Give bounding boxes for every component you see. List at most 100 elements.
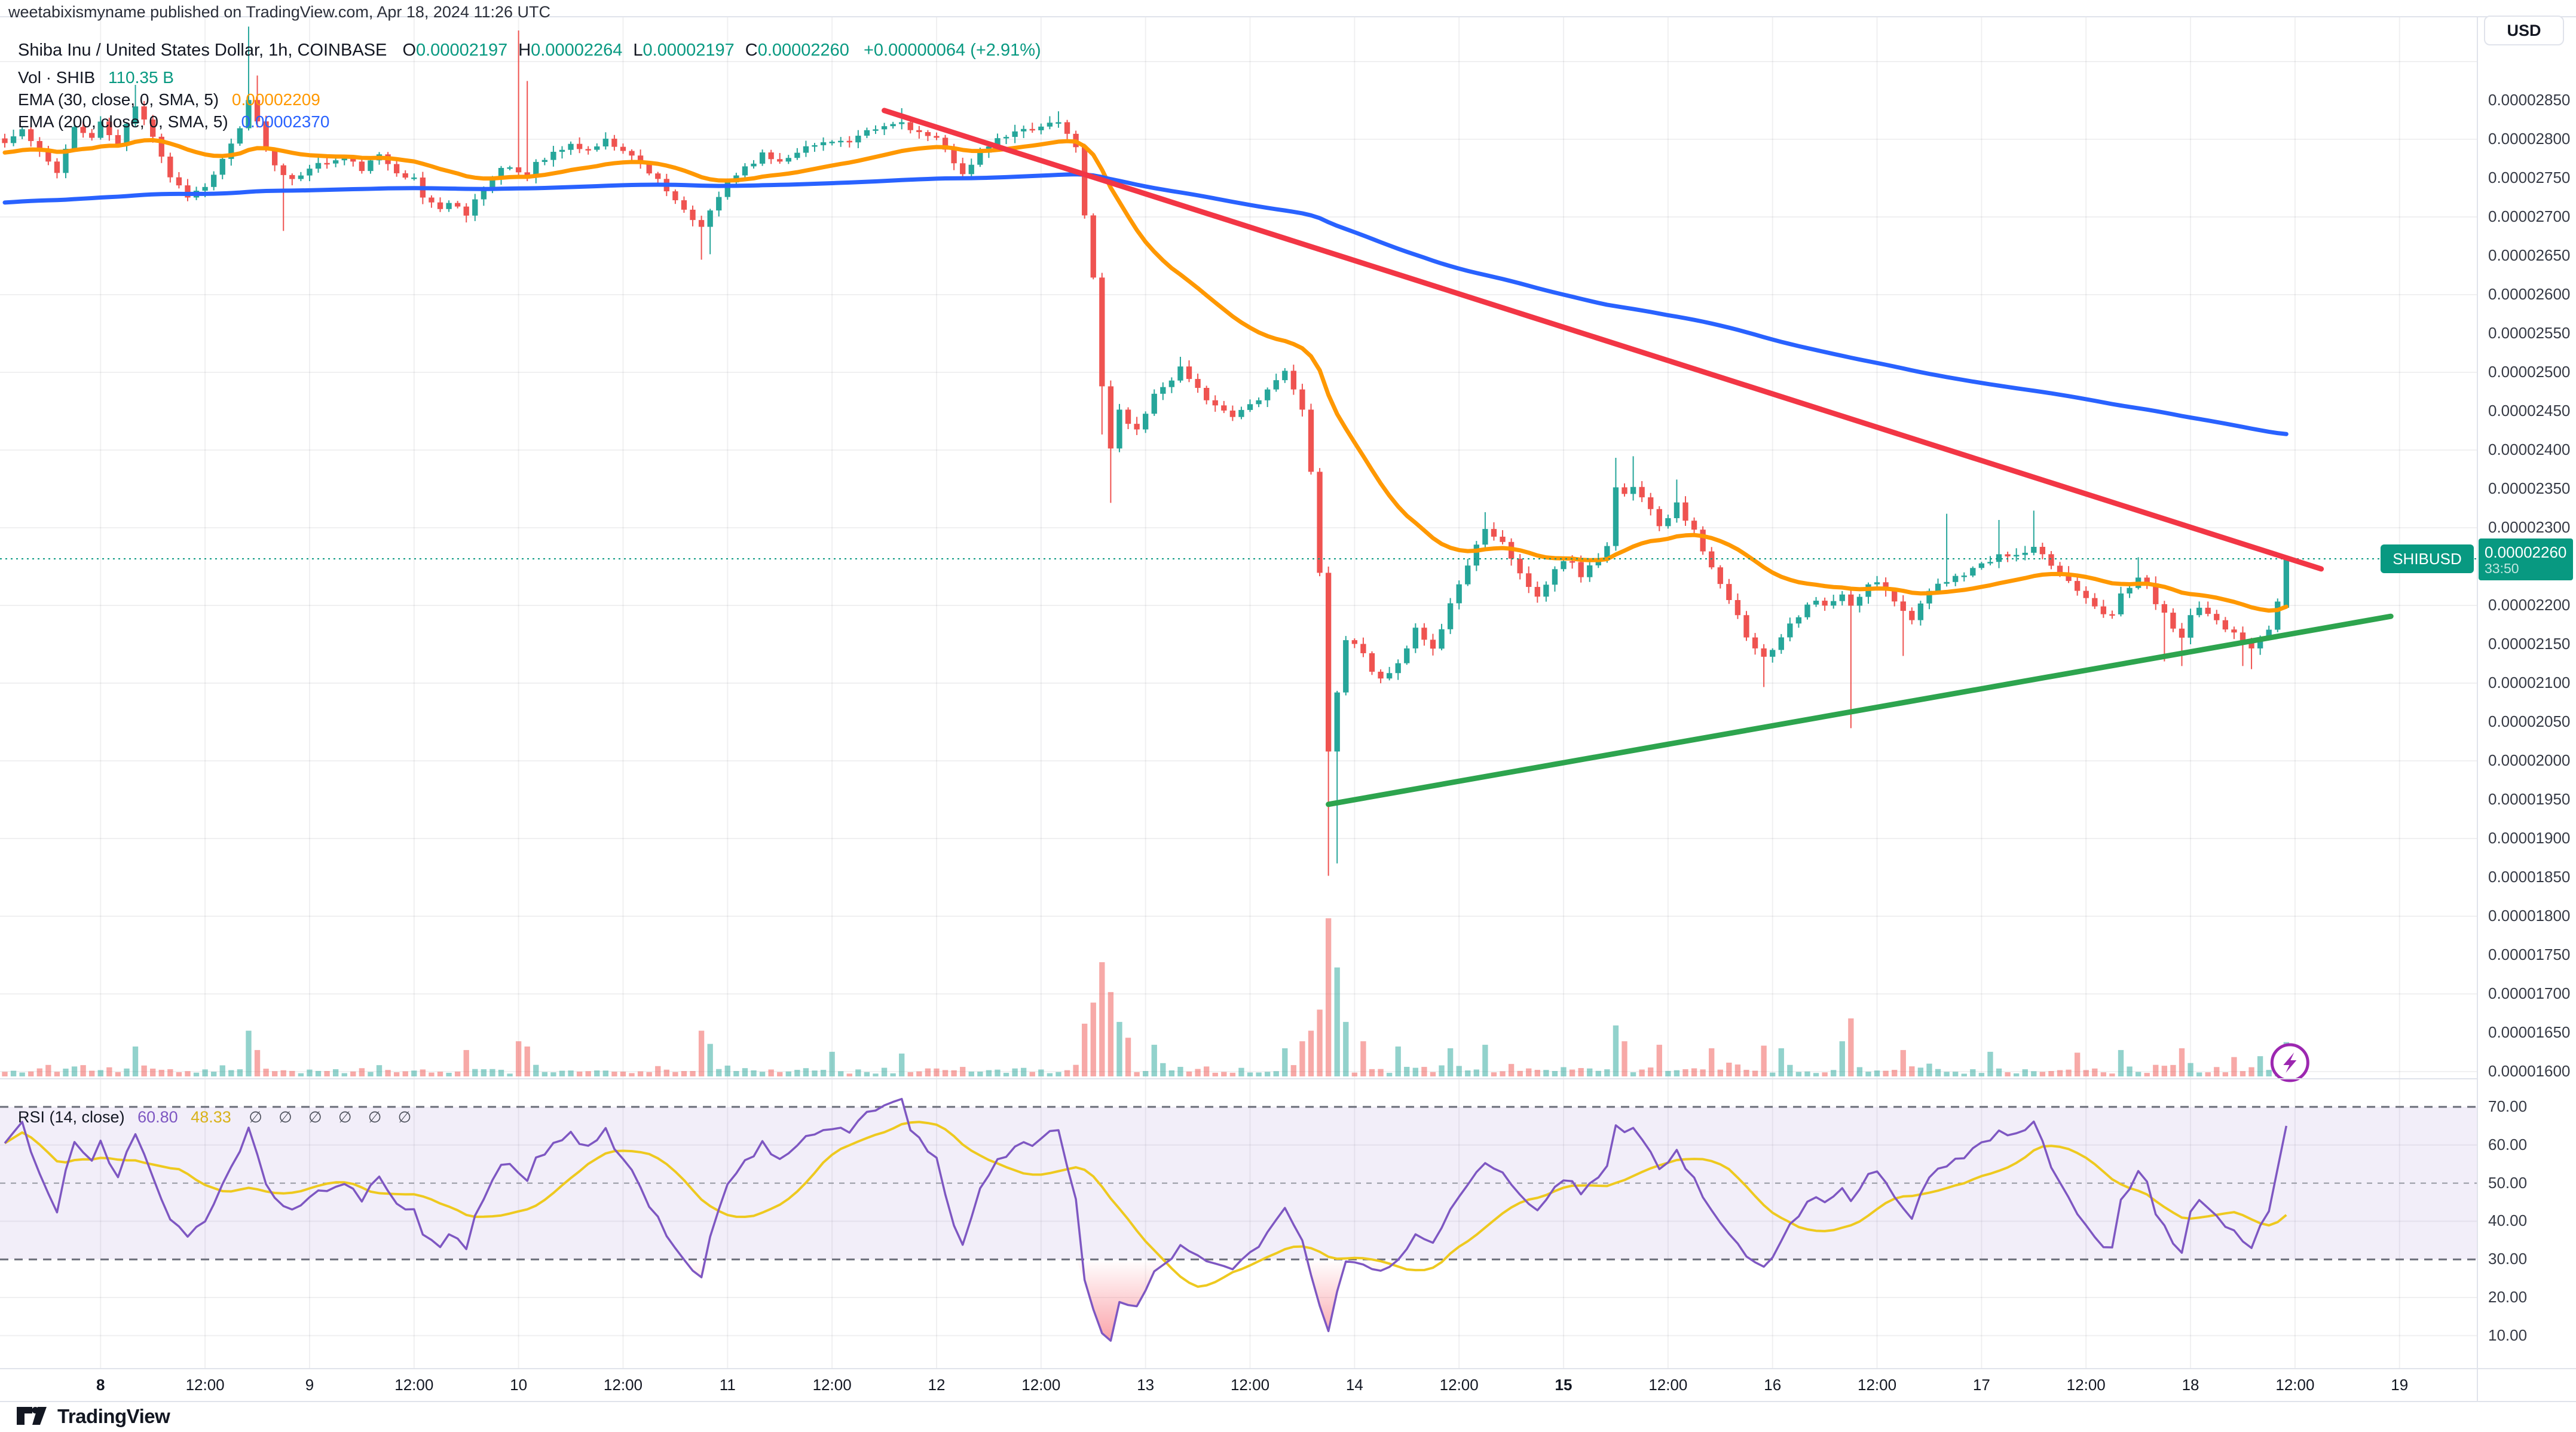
rsi-label: RSI (14, close) <box>18 1108 125 1126</box>
price-tick-label: 0.00002550 <box>2488 324 2571 342</box>
time-tick-label: 17 <box>1972 1376 1990 1394</box>
price-tick-label: 0.00002350 <box>2488 479 2571 497</box>
currency-toggle-button[interactable]: USD <box>2484 16 2564 45</box>
rsi-oversold-fill <box>1076 1259 1180 1341</box>
price-tick-label: 0.00002200 <box>2488 596 2571 614</box>
ohlc-key: O <box>402 41 416 60</box>
ohlc-key: H <box>518 41 531 60</box>
last-price-value: 0.00002260 <box>2485 543 2567 561</box>
time-tick-label: 19 <box>2391 1376 2409 1394</box>
tradingview-wordmark[interactable]: TradingView <box>57 1405 170 1427</box>
time-tick-label: 12:00 <box>1439 1376 1479 1394</box>
rsi-tick-label: 50.00 <box>2488 1173 2528 1192</box>
footer: TradingView <box>16 1405 170 1428</box>
volume-value: 110.35 B <box>108 68 174 87</box>
last-price-badge: 0.00002260 33:50 <box>2479 538 2573 580</box>
price-tick-label: 0.00001850 <box>2488 868 2571 886</box>
time-tick-label: 10 <box>510 1376 528 1394</box>
time-tick-label: 12:00 <box>2275 1376 2315 1394</box>
symbol-title: Shiba Inu / United States Dollar, 1h, CO… <box>18 41 387 60</box>
symbol-legend-row[interactable]: Shiba Inu / United States Dollar, 1h, CO… <box>18 41 1041 60</box>
price-tick-label: 0.00002300 <box>2488 518 2571 536</box>
ohlc-values: O0.00002197 H0.00002264 L0.00002197 C0.0000… <box>391 41 849 60</box>
rsi-legend-row[interactable]: RSI (14, close) 60.80 48.33 ∅ ∅ ∅ ∅ ∅ ∅ <box>18 1108 417 1127</box>
rsi-oversold-fill <box>1302 1259 1416 1332</box>
volume-legend-row[interactable]: Vol · SHIB 110.35 B <box>18 68 174 87</box>
price-tick-label: 0.00002800 <box>2488 130 2571 148</box>
ohlc-value: 0.00002264 <box>531 41 623 60</box>
time-tick-label: 12:00 <box>1648 1376 1688 1394</box>
rsi-value: 60.80 <box>137 1108 178 1126</box>
ohlc-value: 0.00002260 <box>757 41 849 60</box>
rsi-line[interactable] <box>4 1097 2288 1342</box>
price-tick-label: 0.00002750 <box>2488 169 2571 186</box>
grid-lines <box>0 17 2477 1369</box>
price-tick-label: 0.00002450 <box>2488 402 2571 420</box>
ema-slow-label: EMA (200, close, 0, SMA, 5) <box>18 112 228 131</box>
time-tick-label: 14 <box>1345 1376 1363 1394</box>
ema-fast-value: 0.00002209 <box>231 90 320 109</box>
time-tick-label: 16 <box>1764 1376 1782 1394</box>
time-tick-label: 12:00 <box>185 1376 225 1394</box>
ema-line-ema200[interactable] <box>2 172 2289 436</box>
rsi-ma-line[interactable] <box>4 1121 2287 1288</box>
time-tick-label: 12:00 <box>394 1376 434 1394</box>
ema-slow-value: 0.00002370 <box>241 112 330 131</box>
trendline-descending-resistance[interactable] <box>882 108 2324 572</box>
rsi-tick-label: 30.00 <box>2488 1250 2528 1268</box>
time-tick-label: 12:00 <box>2066 1376 2106 1394</box>
tradingview-logo-icon[interactable] <box>16 1405 49 1428</box>
time-tick-label: 11 <box>719 1376 736 1394</box>
time-tick-label: 9 <box>305 1376 314 1394</box>
rsi-pane[interactable] <box>0 1097 2477 1342</box>
rsi-oversold-fill <box>675 1259 719 1278</box>
time-tick-label: 15 <box>1555 1376 1572 1394</box>
ohlc-value: 0.00002197 <box>643 41 735 60</box>
symbol-price-label: SHIBUSD <box>2381 544 2474 573</box>
bar-countdown: 33:50 <box>2485 560 2519 576</box>
ema-fast-label: EMA (30, close, 0, SMA, 5) <box>18 90 219 109</box>
rsi-tick-label: 70.00 <box>2488 1097 2528 1115</box>
ema-fast-legend-row[interactable]: EMA (30, close, 0, SMA, 5) 0.00002209 <box>18 90 320 109</box>
time-tick-label: 12 <box>928 1376 946 1394</box>
ema-line-ema30[interactable] <box>2 138 2289 613</box>
price-tick-label: 0.00001650 <box>2488 1023 2571 1041</box>
time-tick-label: 18 <box>2182 1376 2199 1394</box>
time-tick-label: 12:00 <box>1021 1376 1061 1394</box>
rsi-oversold-fill <box>1198 1259 1259 1269</box>
price-tick-label: 0.00001600 <box>2488 1062 2571 1080</box>
price-tick-label: 0.00001750 <box>2488 946 2571 963</box>
candlesticks[interactable] <box>2 26 2290 876</box>
rsi-empty-values: ∅ ∅ ∅ ∅ ∅ ∅ <box>249 1108 418 1126</box>
rsi-tick-label: 60.00 <box>2488 1135 2528 1153</box>
volume-label: Vol · SHIB <box>18 68 96 87</box>
time-tick-label: 8 <box>96 1376 105 1394</box>
price-tick-label: 0.00002650 <box>2488 246 2571 264</box>
trendline-ascending-support[interactable] <box>1326 613 2394 807</box>
rsi-tick-label: 10.00 <box>2488 1326 2528 1344</box>
price-tick-label: 0.00001800 <box>2488 907 2571 925</box>
ema-slow-legend-row[interactable]: EMA (200, close, 0, SMA, 5) 0.00002370 <box>18 112 329 131</box>
price-tick-label: 0.00002100 <box>2488 674 2571 691</box>
price-tick-label: 0.00002050 <box>2488 712 2571 730</box>
price-tick-label: 0.00002400 <box>2488 440 2571 458</box>
price-tick-label: 0.00002850 <box>2488 91 2571 109</box>
flash-icon[interactable] <box>2270 1043 2309 1082</box>
price-tick-label: 0.00002000 <box>2488 751 2571 769</box>
price-tick-label: 0.00002600 <box>2488 285 2571 303</box>
pane-separators <box>0 16 2576 1402</box>
rsi-ma-value: 48.33 <box>191 1108 231 1126</box>
time-tick-label: 12:00 <box>603 1376 643 1394</box>
time-tick-label: 12:00 <box>812 1376 852 1394</box>
price-tick-label: 0.00001900 <box>2488 829 2571 847</box>
time-tick-label: 12:00 <box>1230 1376 1270 1394</box>
attribution-line: weetabixismyname published on TradingVie… <box>8 3 551 21</box>
change-value: +0.00000064 (+2.91%) <box>863 41 1041 60</box>
price-tick-label: 0.00002500 <box>2488 363 2571 381</box>
price-tick-label: 0.00001950 <box>2488 790 2571 808</box>
price-tick-label: 0.00002700 <box>2488 207 2571 225</box>
ohlc-key: C <box>745 41 758 60</box>
price-tick-label: 0.00002150 <box>2488 635 2571 653</box>
